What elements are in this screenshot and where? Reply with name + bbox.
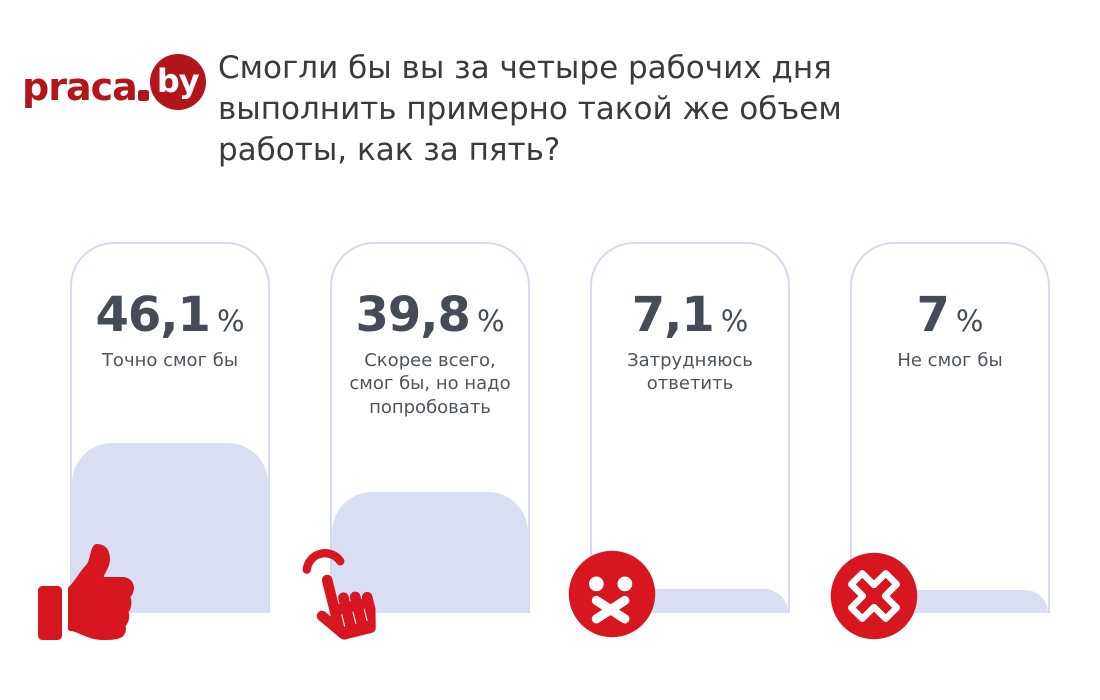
logo-dot — [137, 90, 149, 101]
percent-sign: % — [720, 304, 749, 338]
percent-value: 7 — [916, 287, 950, 343]
answer-label: Затрудняюсь ответить — [627, 350, 753, 395]
logo-badge-circle: by — [149, 54, 206, 110]
value-row: 39,8 % — [332, 291, 528, 339]
result-card-3: 7,1 % Затрудняюсь ответить — [568, 242, 790, 638]
value-row: 7,1 % — [592, 291, 788, 339]
praca-by-logo: praca by — [22, 54, 206, 111]
percent-sign: % — [476, 304, 505, 338]
answer-label: Точно смог бы — [101, 350, 239, 371]
percent-value: 46,1 — [95, 287, 211, 343]
result-card-2: 39,8 % Скорее всего, смог бы, но надо по… — [302, 242, 530, 640]
cross-circle-icon — [830, 552, 918, 640]
percent-value: 39,8 — [355, 287, 471, 343]
percent-sign: % — [216, 304, 245, 338]
result-card-1: 46,1 % Точно смог бы — [38, 242, 270, 640]
logo-text: praca — [22, 65, 138, 110]
percent-sign: % — [955, 304, 984, 338]
value-row: 46,1 % — [72, 291, 268, 339]
tap-finger-icon — [302, 549, 376, 640]
thumbs-up-icon — [38, 544, 134, 640]
answer-label: Не смог бы — [897, 350, 1003, 371]
value-row: 7 % — [852, 291, 1048, 339]
answer-label: Скорее всего, смог бы, но надо попробова… — [349, 350, 511, 418]
result-card-4: 7 % Не смог бы — [830, 242, 1050, 640]
muted-face-icon — [568, 550, 656, 638]
percent-value: 7,1 — [631, 287, 715, 343]
survey-question-title: Смогли бы вы за четыре рабочих дня выпол… — [218, 50, 842, 168]
logo-badge-text: by — [156, 62, 200, 100]
